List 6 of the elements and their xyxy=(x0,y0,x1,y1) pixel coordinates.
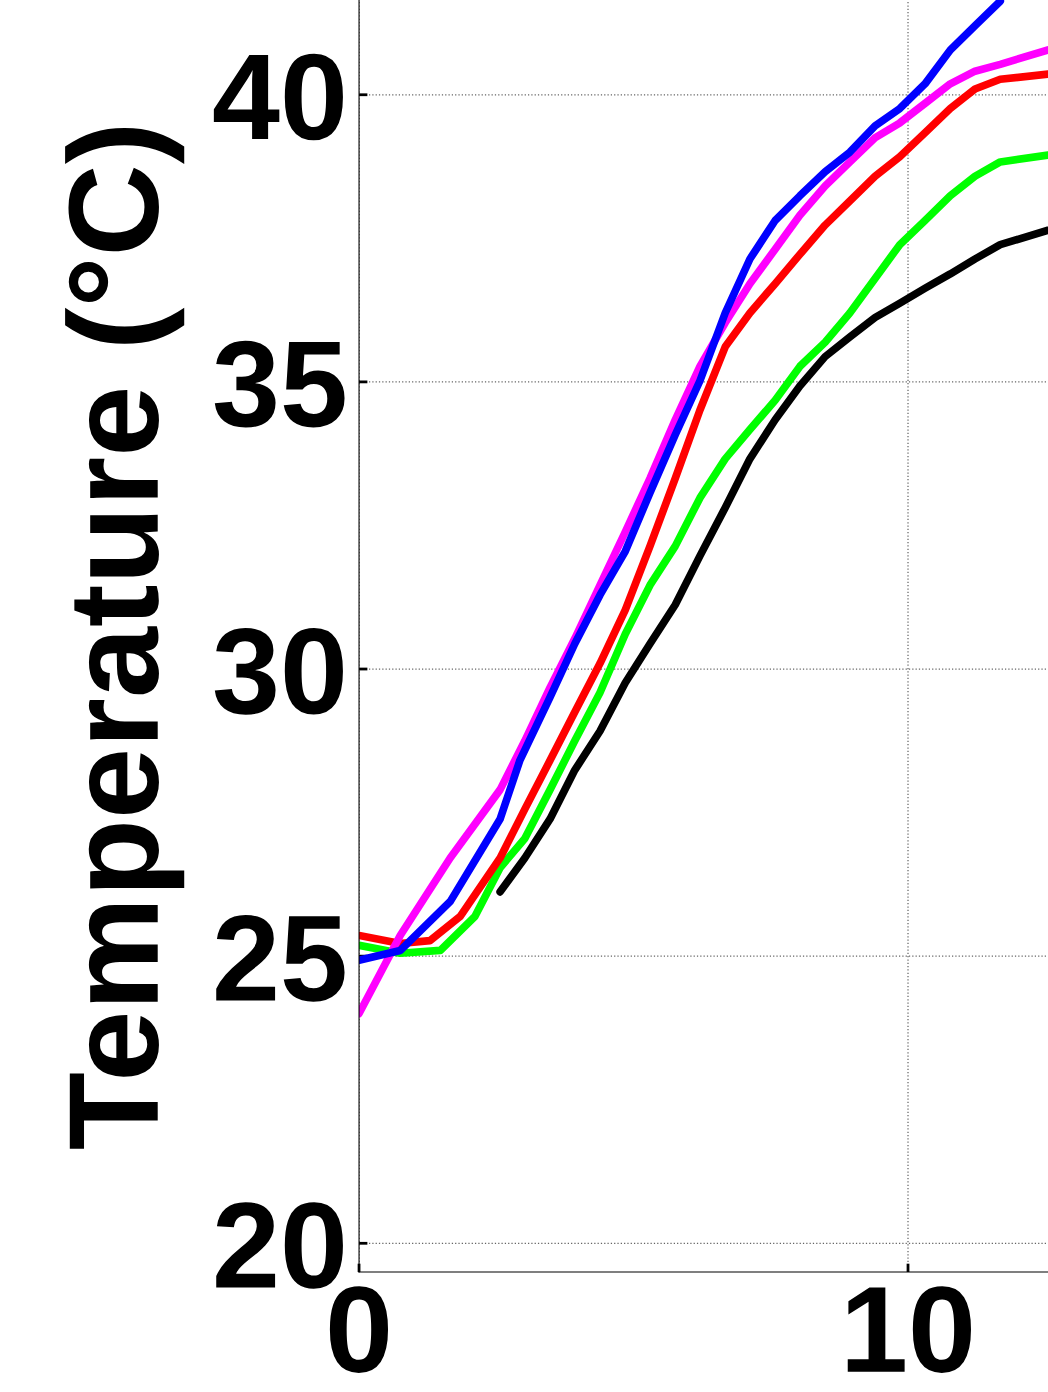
x-tick-label: 10 xyxy=(847,1286,971,1373)
y-axis-title: Temperature (°C) xyxy=(65,128,185,1149)
y-tick-label: 35 xyxy=(214,340,345,428)
y-tick-label: 30 xyxy=(214,627,343,715)
y-tick-label: 40 xyxy=(213,53,343,141)
y-tick-label: 25 xyxy=(216,915,345,1002)
